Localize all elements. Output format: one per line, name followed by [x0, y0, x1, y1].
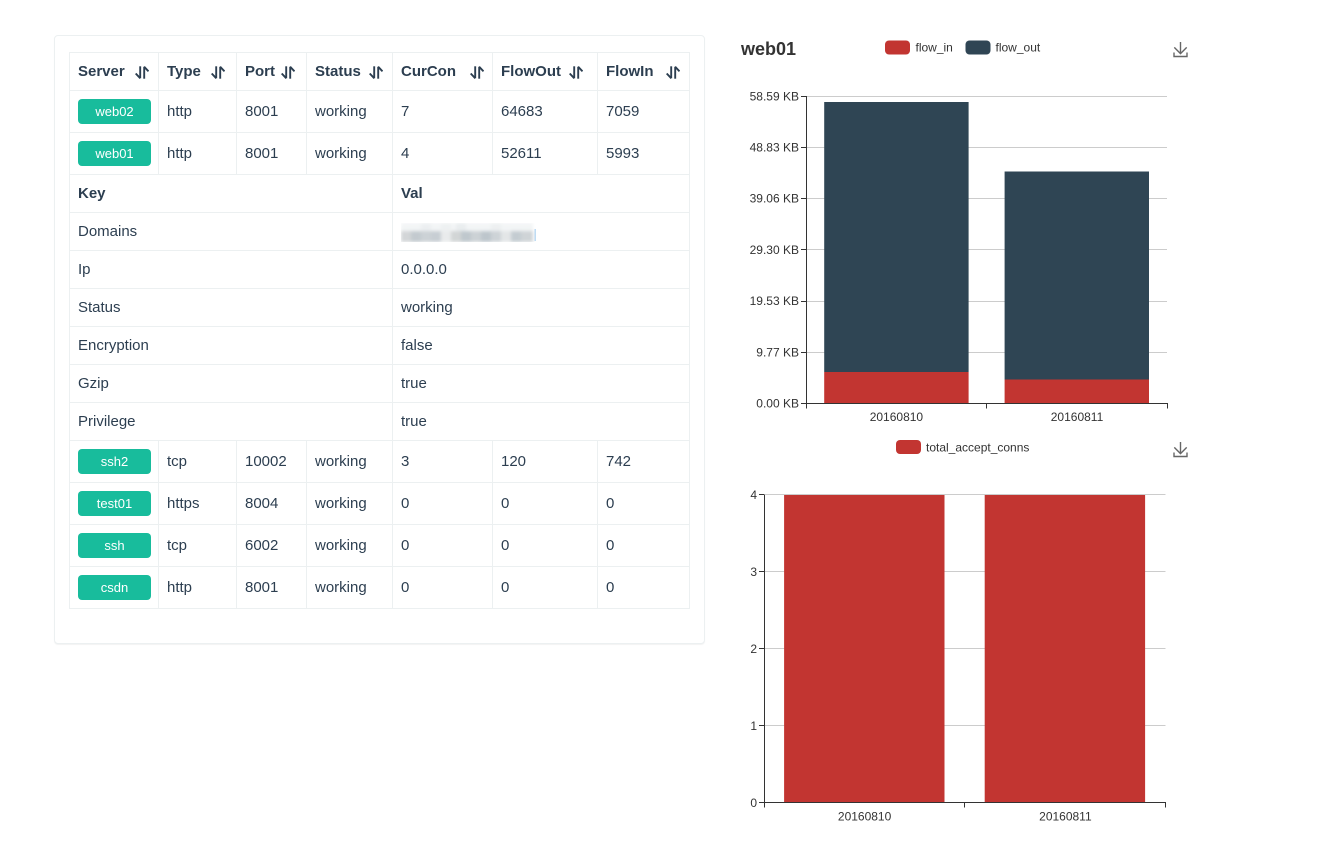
svg-text:web01: web01 — [740, 39, 796, 59]
svg-text:48.83 KB: 48.83 KB — [750, 141, 799, 155]
svg-text:20160810: 20160810 — [870, 410, 924, 424]
svg-text:0: 0 — [750, 796, 757, 810]
svg-text:total_accept_conns: total_accept_conns — [926, 441, 1029, 455]
svg-text:9.77 KB: 9.77 KB — [756, 345, 799, 359]
svg-text:2: 2 — [750, 642, 757, 656]
svg-text:20160811: 20160811 — [1051, 410, 1104, 424]
svg-text:20160810: 20160810 — [838, 810, 892, 824]
svg-text:0.00 KB: 0.00 KB — [756, 397, 799, 411]
svg-text:1: 1 — [750, 719, 757, 733]
svg-text:58.59 KB: 58.59 KB — [750, 89, 799, 103]
svg-text:flow_in: flow_in — [916, 41, 953, 55]
svg-text:20160811: 20160811 — [1039, 810, 1092, 824]
svg-text:29.30 KB: 29.30 KB — [750, 243, 799, 257]
svg-text:19.53 KB: 19.53 KB — [750, 294, 799, 308]
svg-text:3: 3 — [750, 565, 757, 579]
svg-text:flow_out: flow_out — [996, 41, 1041, 55]
svg-text:39.06 KB: 39.06 KB — [750, 192, 799, 206]
svg-text:4: 4 — [750, 488, 757, 502]
